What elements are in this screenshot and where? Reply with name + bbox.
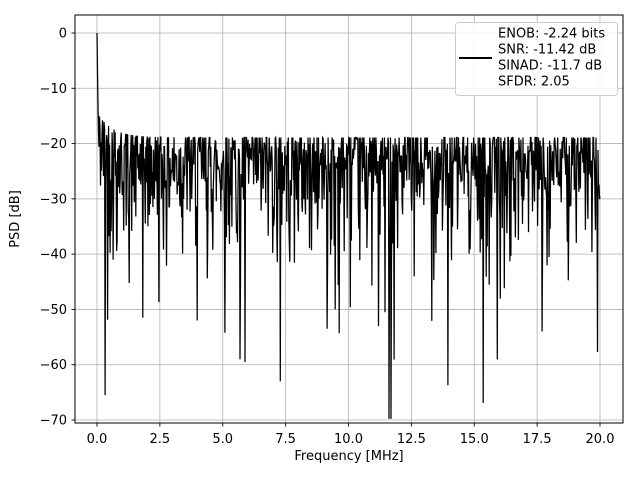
y-tick-label: 0 bbox=[59, 27, 67, 42]
legend-entry-sinad: SINAD: -11.7 dB bbox=[498, 59, 602, 74]
x-tick-label: 0.0 bbox=[87, 432, 108, 447]
y-tick-label: −40 bbox=[40, 248, 67, 263]
x-axis-ticks: 0.0 2.5 5.0 7.5 10.0 12.5 15.0 17.5 20.0 bbox=[87, 423, 615, 447]
plot-frame bbox=[74, 14, 624, 424]
x-tick-label: 10.0 bbox=[334, 432, 363, 447]
x-tick-label: 2.5 bbox=[150, 432, 171, 447]
legend-entry-sfdr: SFDR: 2.05 bbox=[498, 75, 570, 90]
y-tick-label: −70 bbox=[40, 414, 67, 429]
x-tick-label: 12.5 bbox=[397, 432, 426, 447]
x-axis-label: Frequency [MHz] bbox=[294, 449, 403, 464]
x-tick-label: 20.0 bbox=[586, 432, 615, 447]
y-tick-label: −10 bbox=[40, 82, 67, 97]
y-tick-label: −60 bbox=[40, 358, 67, 373]
x-tick-label: 7.5 bbox=[275, 432, 296, 447]
y-tick-label: −50 bbox=[40, 303, 67, 318]
legend-entry-enob: ENOB: -2.24 bits bbox=[498, 27, 605, 42]
legend: ENOB: -2.24 bits SNR: -11.42 dB SINAD: -… bbox=[455, 22, 618, 96]
psd-trace bbox=[96, 32, 601, 419]
y-tick-label: −30 bbox=[40, 192, 67, 207]
y-tick-label: −20 bbox=[40, 137, 67, 152]
x-tick-label: 5.0 bbox=[212, 432, 233, 447]
y-axis-label: PSD [dB] bbox=[8, 190, 23, 248]
legend-entry-snr: SNR: -11.42 dB bbox=[498, 43, 596, 58]
x-tick-label: 17.5 bbox=[523, 432, 552, 447]
psd-line bbox=[96, 32, 601, 419]
x-tick-label: 15.0 bbox=[460, 432, 489, 447]
y-axis-ticks: 0 −10 −20 −30 −40 −50 −60 −70 bbox=[40, 27, 75, 429]
legend-box bbox=[455, 22, 618, 96]
